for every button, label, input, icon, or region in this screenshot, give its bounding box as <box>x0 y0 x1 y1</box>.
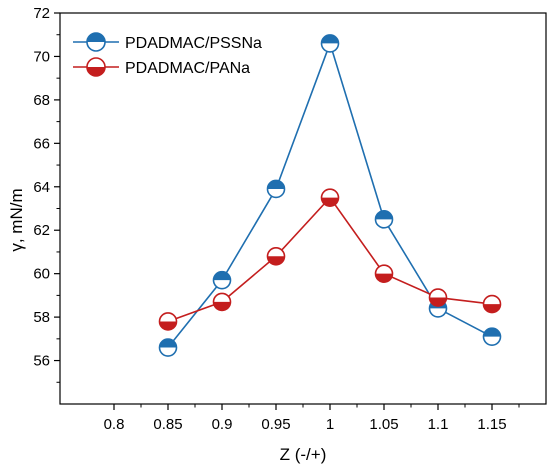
marker-half-fill <box>87 67 105 76</box>
y-tick-label: 62 <box>33 222 50 239</box>
x-axis-label: Z (-/+) <box>280 445 327 464</box>
marker-half-fill <box>321 197 339 207</box>
marker-outline <box>266 246 286 266</box>
marker-outline <box>266 179 286 199</box>
marker-half-fill <box>375 210 393 220</box>
marker-half-fill <box>213 271 231 281</box>
y-tick-label: 60 <box>33 266 50 283</box>
x-tick-label: 1.1 <box>428 416 449 433</box>
data-point-series-2 <box>428 288 448 307</box>
marker-half-fill <box>213 301 231 311</box>
x-tick-label: 0.85 <box>153 416 182 433</box>
y-tick-label: 56 <box>33 353 50 370</box>
x-tick-label: 1 <box>326 416 334 433</box>
data-point-series-2 <box>266 246 286 266</box>
y-tick-label: 66 <box>33 135 50 152</box>
marker-outline <box>158 338 178 357</box>
marker-outline <box>212 270 232 290</box>
marker-outline <box>158 312 178 331</box>
data-point-series-1 <box>212 270 232 290</box>
marker-half-fill <box>159 321 177 330</box>
marker-half-fill <box>483 304 501 313</box>
y-tick-label: 70 <box>33 48 50 65</box>
marker-outline <box>86 32 106 52</box>
data-point-series-1 <box>266 179 286 199</box>
marker-half-fill <box>87 33 105 42</box>
marker-half-fill <box>267 256 285 265</box>
data-point-series-2 <box>374 264 394 283</box>
marker-outline <box>86 57 106 77</box>
y-tick-label: 68 <box>33 92 50 109</box>
marker-outline <box>482 327 502 346</box>
y-tick-label: 58 <box>33 309 50 326</box>
marker-outline <box>374 264 394 283</box>
legend-marker <box>86 32 106 52</box>
marker-half-fill <box>375 273 393 283</box>
x-tick-label: 0.95 <box>261 416 290 433</box>
y-tick-label: 72 <box>33 5 50 22</box>
legend: PDADMAC/PSSNa PDADMAC/PANa <box>73 32 262 77</box>
data-point-series-2 <box>320 188 340 207</box>
marker-outline <box>320 34 340 53</box>
data-point-series-1 <box>158 338 178 357</box>
legend-label: PDADMAC/PANa <box>125 60 250 77</box>
x-tick-label: 1.05 <box>369 416 398 433</box>
y-axis-label: γ, mN/m <box>7 188 26 251</box>
series-group <box>158 34 502 357</box>
marker-half-fill <box>267 180 285 189</box>
x-tick-label: 0.9 <box>212 416 233 433</box>
marker-half-fill <box>429 297 447 307</box>
data-point-series-1 <box>482 327 502 346</box>
data-point-series-2 <box>212 292 232 312</box>
data-point-series-2 <box>482 294 502 314</box>
data-point-series-2 <box>158 312 178 331</box>
data-point-series-1 <box>320 34 340 53</box>
marker-half-fill <box>483 328 501 337</box>
data-point-series-1 <box>374 210 394 229</box>
marker-half-fill <box>159 339 177 348</box>
y-tick-label: 64 <box>33 179 50 196</box>
marker-outline <box>374 210 394 229</box>
x-tick-label: 1.15 <box>477 416 506 433</box>
marker-outline <box>482 294 502 314</box>
marker-outline <box>212 292 232 312</box>
legend-label: PDADMAC/PSSNa <box>125 35 262 52</box>
ticks-group: 0.8 0.85 0.9 0.95 1 1.05 1.1 1.15 56 58 60 62 64 66 68… <box>33 5 520 433</box>
marker-outline <box>320 188 340 207</box>
legend-marker <box>86 57 106 77</box>
marker-half-fill <box>321 34 339 44</box>
marker-outline <box>428 288 448 307</box>
x-tick-label: 0.8 <box>104 416 125 433</box>
